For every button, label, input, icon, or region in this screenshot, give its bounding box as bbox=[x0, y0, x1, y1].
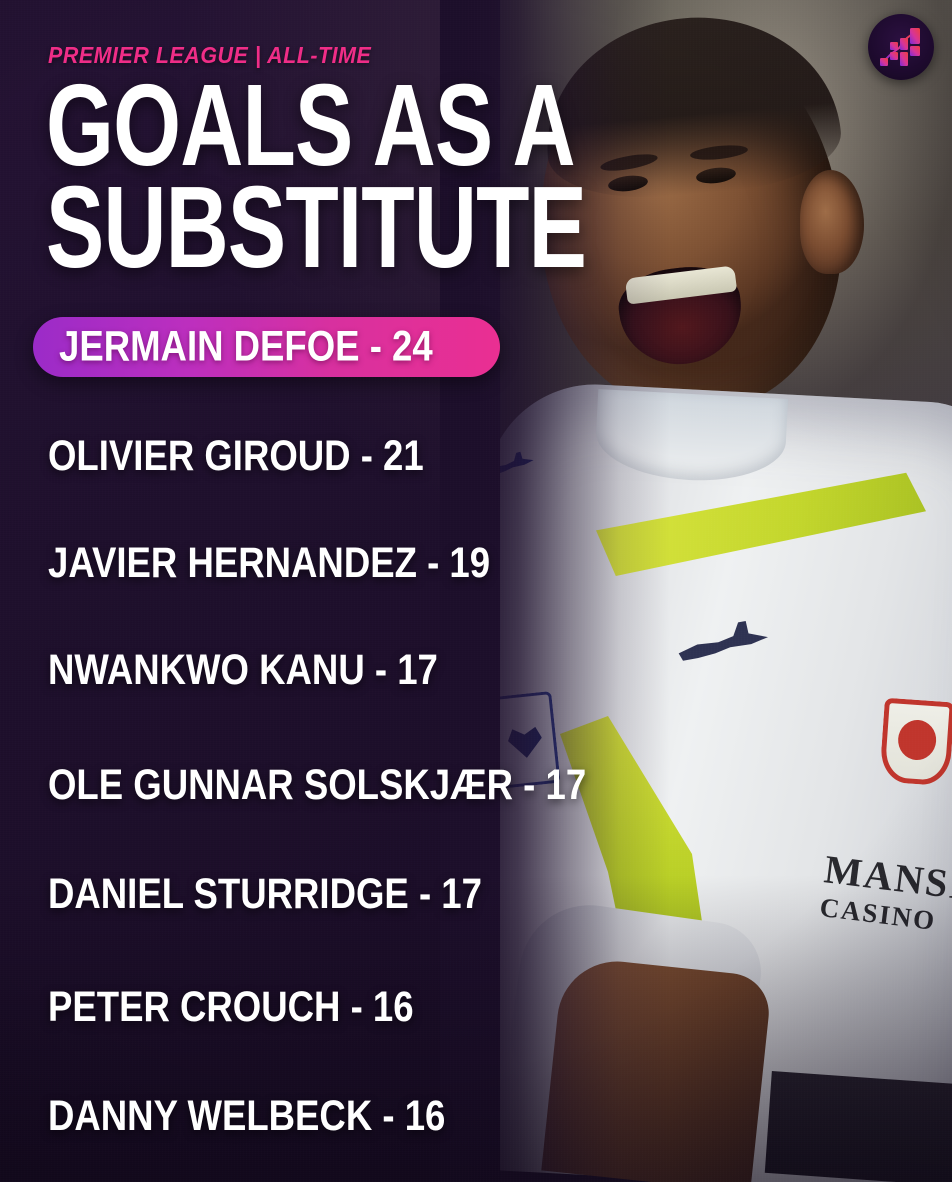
rank-label-3: JAVIER HERNANDEZ - 19 bbox=[48, 539, 491, 587]
highlighted-rank-label: JERMAIN DEFOE - 24 bbox=[59, 322, 433, 371]
rank-label-7: PETER CROUCH - 16 bbox=[48, 983, 414, 1031]
rank-label-2: OLIVIER GIROUD - 21 bbox=[48, 432, 424, 480]
rank-label-5: OLE GUNNAR SOLSKJÆR - 17 bbox=[48, 761, 587, 809]
title-line-2: SUBSTITUTE bbox=[46, 162, 587, 293]
list-item: OLIVIER GIROUD - 21 bbox=[48, 432, 490, 481]
list-item: PETER CROUCH - 16 bbox=[48, 983, 478, 1032]
rank-label-6: DANIEL STURRIDGE - 17 bbox=[48, 870, 482, 918]
logo-glyph bbox=[880, 28, 920, 66]
list-item: NWANKWO KANU - 17 bbox=[48, 646, 507, 695]
rank-label-4: NWANKWO KANU - 17 bbox=[48, 646, 438, 694]
list-item: OLE GUNNAR SOLSKJÆR - 17 bbox=[48, 761, 681, 810]
list-item: DANNY WELBECK - 16 bbox=[48, 1092, 515, 1141]
title-line-1: GOALS AS A bbox=[46, 61, 576, 191]
highlighted-rank-row: JERMAIN DEFOE - 24 bbox=[33, 317, 500, 377]
list-item: DANIEL STURRIDGE - 17 bbox=[48, 870, 559, 919]
page-title: GOALS AS A SUBSTITUTE bbox=[46, 61, 689, 286]
list-item: JAVIER HERNANDEZ - 19 bbox=[48, 539, 568, 588]
stats-bars-logo-icon[interactable] bbox=[868, 14, 934, 80]
rank-label-8: DANNY WELBECK - 16 bbox=[48, 1092, 446, 1140]
kicker-label: PREMIER LEAGUE | ALL-TIME bbox=[48, 42, 372, 68]
